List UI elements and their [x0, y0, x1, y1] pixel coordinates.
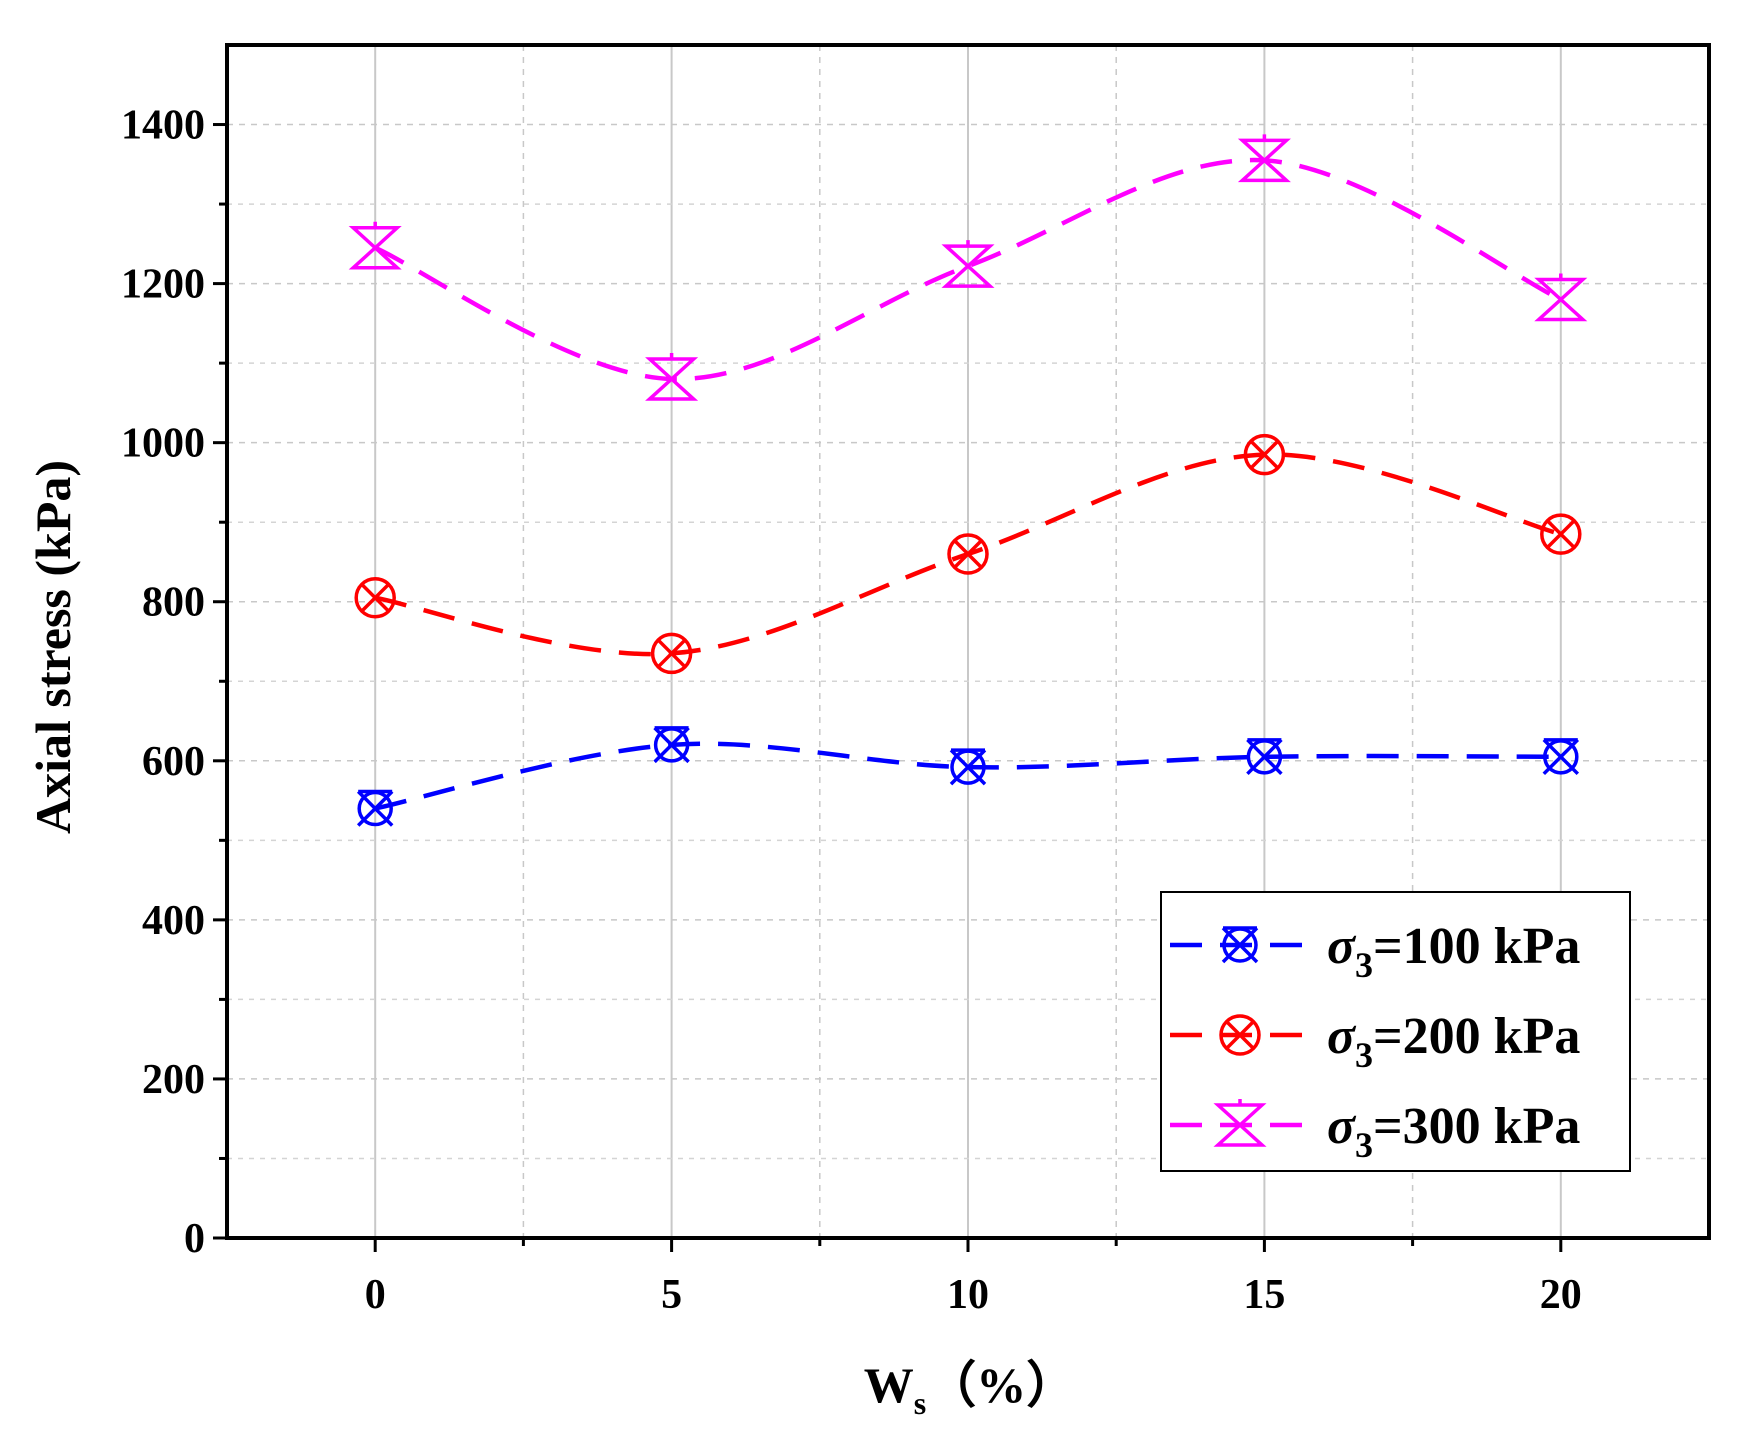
x-tick-label: 10 — [947, 1272, 989, 1318]
marker-circle — [947, 533, 989, 575]
x-tick-label: 0 — [365, 1272, 386, 1318]
data-point-series-1 — [653, 726, 690, 764]
legend-marker-2 — [1219, 1014, 1261, 1056]
marker-hourglass — [941, 240, 995, 288]
x-axis-title: Ws（%） — [864, 1357, 1076, 1421]
legend-subscript: 3 — [1355, 1125, 1373, 1165]
marker-cross — [1221, 926, 1259, 964]
x-axis-title-main: W — [864, 1357, 914, 1413]
legend-marker-1 — [1221, 926, 1259, 964]
marker-hourglass — [1213, 1099, 1267, 1147]
marker-cross — [657, 639, 686, 668]
legend-value: =100 kPa — [1373, 918, 1580, 975]
marker-hourglass — [645, 353, 699, 401]
data-point-series-3 — [1237, 134, 1291, 183]
marker-circle — [1243, 433, 1286, 476]
legend-sigma: σ — [1327, 918, 1357, 975]
x-tick-label: 15 — [1243, 1272, 1285, 1318]
legend-sigma: σ — [1327, 1098, 1357, 1155]
x-tick-label: 20 — [1540, 1272, 1582, 1318]
marker-circle — [354, 577, 396, 619]
marker-cross — [953, 539, 983, 569]
y-tick-label: 600 — [142, 739, 205, 785]
marker-hourglass — [348, 221, 402, 270]
marker-circle — [650, 632, 693, 675]
x-tick-label: 5 — [661, 1272, 682, 1318]
data-point-series-2 — [650, 632, 693, 675]
series-line-3 — [374, 157, 1562, 382]
marker-cross — [1250, 440, 1279, 469]
data-point-series-1 — [1542, 738, 1580, 776]
data-point-series-3 — [941, 240, 995, 288]
legend-subscript: 3 — [1355, 945, 1373, 985]
y-tick-label: 1000 — [121, 421, 205, 467]
data-point-series-1 — [1246, 738, 1283, 776]
legend-label-1: σ3=100 kPa — [1327, 918, 1580, 985]
x-axis-title-subscript: s — [914, 1385, 926, 1421]
marker-circle — [1540, 513, 1582, 555]
data-point-series-2 — [354, 577, 396, 619]
legend-value: =200 kPa — [1373, 1008, 1580, 1065]
marker-hourglass — [1237, 134, 1291, 183]
x-axis-title-unit: （%） — [926, 1357, 1076, 1413]
data-point-series-3 — [348, 221, 402, 270]
y-tick-label: 0 — [184, 1216, 205, 1262]
data-point-series-1 — [949, 748, 987, 786]
data-point-series-3 — [645, 353, 699, 401]
data-point-series-1 — [356, 789, 394, 827]
y-tick-label: 800 — [142, 580, 205, 626]
legend-sigma: σ — [1327, 1008, 1357, 1065]
marker-cross — [653, 726, 690, 764]
marker-circle — [1219, 1014, 1261, 1056]
marker-cross — [1246, 738, 1283, 776]
legend-marker-3 — [1213, 1099, 1267, 1147]
data-point-series-3 — [1534, 273, 1588, 322]
series-markers — [348, 134, 1588, 827]
legend-label-2: σ3=200 kPa — [1327, 1008, 1580, 1075]
legend-value: =300 kPa — [1373, 1098, 1580, 1155]
y-tick-label: 1200 — [121, 262, 205, 308]
data-point-series-2 — [947, 533, 989, 575]
y-tick-label: 400 — [142, 898, 205, 944]
marker-cross — [1225, 1020, 1255, 1050]
y-tick-label: 1400 — [121, 103, 205, 149]
y-axis-title: Axial stress (kPa) — [25, 460, 81, 834]
marker-cross — [360, 583, 390, 612]
y-tick-label: 200 — [142, 1057, 205, 1103]
marker-cross — [1546, 519, 1576, 549]
legend-label-3: σ3=300 kPa — [1327, 1098, 1580, 1165]
data-point-series-2 — [1540, 513, 1582, 555]
legend-subscript: 3 — [1355, 1035, 1373, 1075]
marker-cross — [356, 789, 394, 827]
marker-hourglass — [1534, 273, 1588, 322]
data-point-series-2 — [1243, 433, 1286, 476]
marker-cross — [1542, 738, 1580, 776]
marker-cross — [949, 748, 987, 786]
